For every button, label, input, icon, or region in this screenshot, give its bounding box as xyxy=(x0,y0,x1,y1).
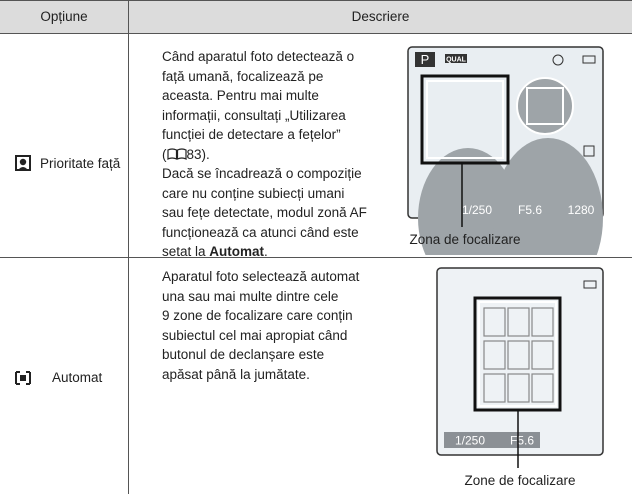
text-line: Când aparatul foto detectează o xyxy=(162,49,355,64)
caption: Zone de focalizare xyxy=(464,473,575,488)
text: setat la xyxy=(162,244,210,259)
description: Când aparatul foto detectează o față uma… xyxy=(162,47,367,262)
description: Aparatul foto selectează automat una sau… xyxy=(162,267,359,384)
bold-text: Automat xyxy=(209,244,265,259)
book-icon xyxy=(166,147,187,160)
text-line: una sau mai multe dintre cele xyxy=(162,288,339,304)
text-line: (83). xyxy=(162,145,367,165)
text-line: sau fețe detectate, modul zonă AF xyxy=(162,205,367,220)
shutter: 1/250 xyxy=(462,203,492,217)
header-cell: Opțiune xyxy=(40,9,88,24)
shots: 1280 xyxy=(568,203,595,217)
mode: P xyxy=(421,52,430,67)
text-line: funcției de detectare a fețelor” xyxy=(162,127,341,142)
text: . xyxy=(264,244,268,259)
option-label: Prioritate față xyxy=(40,156,121,171)
option-label: Automat xyxy=(52,370,103,385)
header-row xyxy=(0,0,632,34)
quality: QUAL xyxy=(446,57,467,64)
face-icon xyxy=(15,155,31,171)
shutter: 1/250 xyxy=(455,434,485,448)
af-icon xyxy=(15,371,31,385)
row-divider xyxy=(0,257,632,258)
text-line: aceasta. Pentru mai multe xyxy=(162,88,319,103)
page-ref: 83). xyxy=(186,146,210,162)
text: ( xyxy=(162,146,167,162)
text-line: funcționează ca atunci când este xyxy=(162,224,359,240)
text-line: setat la Automat. xyxy=(162,242,367,262)
screen-illustration: 1/250 F5.6 Zone de focalizare xyxy=(436,267,604,488)
text-line: față umană, focalizează pe xyxy=(162,68,324,84)
aperture: F5.6 xyxy=(510,434,534,448)
screen-illustration: P QUAL 1/250 F5.6 1280 Zona de focalizar… xyxy=(407,46,604,255)
column-divider xyxy=(128,0,129,494)
text-line: butonul de declanșare este xyxy=(162,347,325,362)
header-cell: Descriere xyxy=(351,9,410,24)
text-line: apăsat până la jumătate. xyxy=(162,366,310,382)
text-line: informații, consultați „Utilizarea xyxy=(162,107,346,123)
text-line: 9 zone de focalizare care conțin xyxy=(162,308,353,323)
aperture: F5.6 xyxy=(518,203,542,217)
text-line: care nu conține subiecți umani xyxy=(162,185,345,201)
text-line: subiectul cel mai apropiat când xyxy=(162,327,348,343)
text-line: Dacă se încadrează o compoziție xyxy=(162,166,362,181)
caption: Zona de focalizare xyxy=(409,232,520,247)
text-line: Aparatul foto selectează automat xyxy=(162,269,360,284)
